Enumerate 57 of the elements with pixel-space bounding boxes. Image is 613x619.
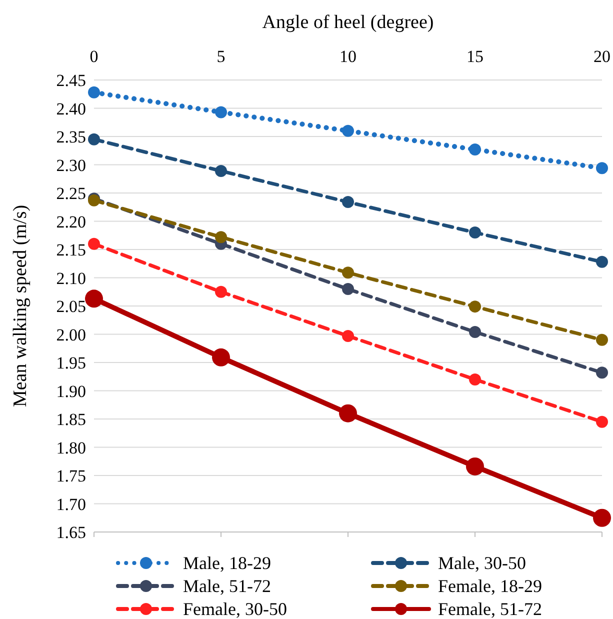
point bbox=[215, 286, 227, 298]
y-axis-title: Mean walking speed (m/s) bbox=[10, 204, 31, 408]
point bbox=[88, 238, 100, 250]
point bbox=[342, 196, 354, 208]
point bbox=[212, 348, 230, 366]
point bbox=[342, 283, 354, 296]
point bbox=[85, 290, 103, 308]
x-tick-label: 15 bbox=[466, 47, 484, 66]
y-tick-label: 1.95 bbox=[56, 354, 86, 372]
y-tick-label: 1.70 bbox=[56, 494, 86, 514]
y-tick-label: 2.35 bbox=[56, 128, 86, 146]
legend-label: Male, 30-50 bbox=[438, 553, 526, 573]
legend-label: Male, 18-29 bbox=[183, 553, 271, 573]
y-tick-label: 1.85 bbox=[56, 410, 86, 429]
point bbox=[593, 508, 611, 527]
y-tick-label: 1.80 bbox=[56, 438, 86, 458]
point bbox=[342, 330, 354, 342]
x-tick-label: 0 bbox=[90, 47, 98, 66]
legend-label: Male, 51-72 bbox=[183, 576, 271, 596]
y-tick-label: 2.30 bbox=[56, 156, 86, 175]
point bbox=[469, 326, 481, 338]
point bbox=[215, 231, 227, 244]
point bbox=[469, 226, 481, 239]
x-tick-label: 10 bbox=[340, 47, 356, 66]
legend-label: Female, 30-50 bbox=[183, 599, 287, 619]
x-axis-title: Angle of heel (degree) bbox=[262, 12, 434, 33]
y-tick-label: 2.05 bbox=[56, 297, 86, 316]
y-tick-label: 1.90 bbox=[56, 382, 86, 401]
point bbox=[215, 106, 227, 118]
point bbox=[215, 164, 227, 177]
point bbox=[342, 124, 354, 137]
y-tick-label: 2.20 bbox=[56, 212, 86, 232]
y-tick-label: 2.15 bbox=[56, 240, 86, 260]
point bbox=[596, 366, 608, 379]
y-tick-label: 2.45 bbox=[56, 71, 86, 90]
point bbox=[596, 416, 608, 428]
y-tick-label: 2.25 bbox=[56, 184, 86, 203]
legend-label: Female, 51-72 bbox=[438, 599, 542, 619]
point bbox=[339, 404, 357, 422]
point bbox=[596, 334, 608, 346]
point bbox=[469, 143, 481, 156]
point bbox=[466, 457, 484, 476]
y-tick-label: 2.10 bbox=[56, 268, 86, 288]
point bbox=[469, 300, 481, 313]
point bbox=[596, 162, 608, 174]
y-tick-label: 1.75 bbox=[56, 466, 86, 486]
legend-label: Female, 18-29 bbox=[438, 576, 542, 596]
point bbox=[88, 133, 100, 146]
point bbox=[88, 86, 100, 98]
y-tick-label: 2.40 bbox=[56, 99, 86, 118]
point bbox=[469, 373, 481, 386]
x-tick-label: 20 bbox=[594, 47, 610, 66]
point bbox=[596, 256, 608, 268]
x-tick-label: 5 bbox=[216, 47, 226, 66]
point bbox=[342, 266, 354, 279]
y-tick-label: 2.00 bbox=[56, 325, 86, 344]
y-tick-label: 1.65 bbox=[56, 523, 86, 542]
